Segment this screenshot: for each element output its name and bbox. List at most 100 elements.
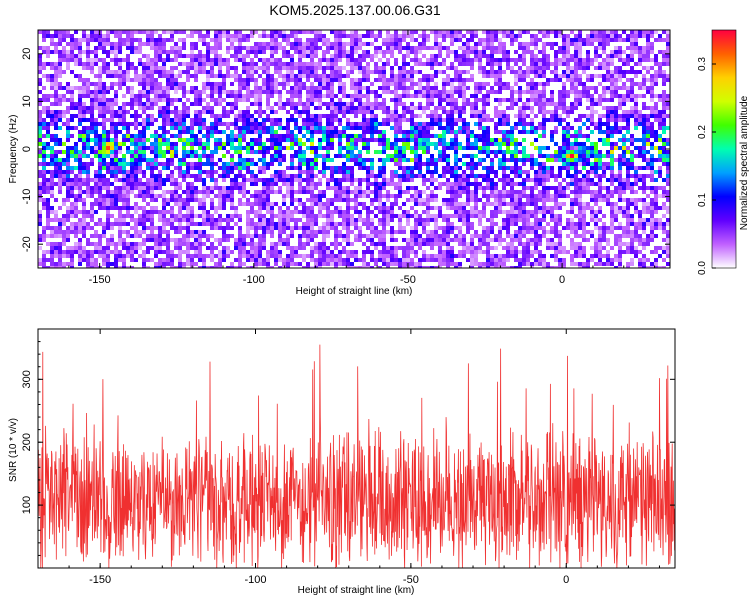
heatmap-cell [514, 182, 518, 186]
heatmap-cell [606, 134, 610, 138]
heatmap-cell [514, 82, 518, 86]
heatmap-cell [466, 122, 470, 126]
heatmap-cell [418, 102, 422, 106]
heatmap-cell [466, 46, 470, 50]
heatmap-cell [398, 154, 402, 158]
heatmap-cell [214, 86, 218, 90]
heatmap-cell [82, 190, 86, 194]
heatmap-cell [54, 90, 58, 94]
heatmap-cell [122, 106, 126, 110]
heatmap-cell [166, 142, 170, 146]
heatmap-cell [430, 78, 434, 82]
heatmap-cell [562, 126, 566, 130]
heatmap-cell [198, 98, 202, 102]
heatmap-cell [258, 114, 262, 118]
heatmap-cell [334, 130, 338, 134]
heatmap-cell [314, 150, 318, 154]
heatmap-cell [598, 162, 602, 166]
heatmap-cell [562, 70, 566, 74]
heatmap-cell [278, 138, 282, 142]
heatmap-cell [262, 166, 266, 170]
heatmap-cell [106, 106, 110, 110]
heatmap-cell [130, 34, 134, 38]
heatmap-cell [278, 42, 282, 46]
heatmap-cell [310, 126, 314, 130]
heatmap-cell [258, 126, 262, 130]
heatmap-cell [126, 130, 130, 134]
heatmap-cell [598, 178, 602, 182]
heatmap-cell [410, 146, 414, 150]
heatmap-cell [418, 174, 422, 178]
heatmap-cell [170, 70, 174, 74]
heatmap-cell [466, 198, 470, 202]
heatmap-cell [174, 186, 178, 190]
heatmap-cell [562, 154, 566, 158]
heatmap-cell [222, 34, 226, 38]
heatmap-cell [338, 98, 342, 102]
heatmap-cell [338, 50, 342, 54]
heatmap-cell [642, 34, 646, 38]
heatmap-cell [118, 38, 122, 42]
heatmap-cell [330, 42, 334, 46]
heatmap-cell [238, 166, 242, 170]
heatmap-cell [118, 170, 122, 174]
heatmap-cell [154, 186, 158, 190]
heatmap-cell [534, 70, 538, 74]
heatmap-cell [342, 198, 346, 202]
heatmap-cell [506, 146, 510, 150]
heatmap-cell [422, 182, 426, 186]
heatmap-cell [414, 46, 418, 50]
heatmap-cell [534, 66, 538, 70]
heatmap-cell [298, 146, 302, 150]
heatmap-cell [630, 138, 634, 142]
heatmap-cell [298, 138, 302, 142]
heatmap-cell [398, 166, 402, 170]
heatmap-cell [494, 170, 498, 174]
heatmap-cell [574, 74, 578, 78]
heatmap-cell [222, 190, 226, 194]
heatmap-cell [522, 70, 526, 74]
heatmap-cell [174, 98, 178, 102]
heatmap-cell [626, 98, 630, 102]
heatmap-cell [666, 34, 670, 38]
heatmap-cell [354, 162, 358, 166]
heatmap-cell [266, 198, 270, 202]
heatmap-cell [494, 46, 498, 50]
heatmap-cell [114, 90, 118, 94]
heatmap-cell [398, 114, 402, 118]
heatmap-cell [330, 94, 334, 98]
heatmap-cell [250, 182, 254, 186]
heatmap-cell [422, 142, 426, 146]
heatmap-cell [42, 190, 46, 194]
heatmap-cell [170, 66, 174, 70]
heatmap-cell [354, 142, 358, 146]
heatmap-cell [202, 82, 206, 86]
heatmap-cell [574, 98, 578, 102]
heatmap-cell [66, 150, 70, 154]
heatmap-cell [534, 162, 538, 166]
heatmap-cell [582, 86, 586, 90]
heatmap-cell [538, 50, 542, 54]
heatmap-cell [354, 194, 358, 198]
heatmap-cell [542, 114, 546, 118]
heatmap-cell [238, 126, 242, 130]
heatmap-cell [478, 114, 482, 118]
heatmap-cell [526, 202, 530, 206]
heatmap-cell [638, 154, 642, 158]
heatmap-cell [206, 194, 210, 198]
heatmap-cell [646, 130, 650, 134]
heatmap-cell [654, 54, 658, 58]
heatmap-cell [398, 74, 402, 78]
heatmap-cell [126, 178, 130, 182]
heatmap-cell [594, 126, 598, 130]
heatmap-cell [618, 74, 622, 78]
heatmap-cell [570, 70, 574, 74]
heatmap-cell [382, 122, 386, 126]
heatmap-cell [114, 158, 118, 162]
heatmap-cell [430, 190, 434, 194]
heatmap-cell [62, 70, 66, 74]
heatmap-cell [586, 86, 590, 90]
heatmap-cell [90, 186, 94, 190]
heatmap-cell [322, 166, 326, 170]
heatmap-cell [338, 182, 342, 186]
